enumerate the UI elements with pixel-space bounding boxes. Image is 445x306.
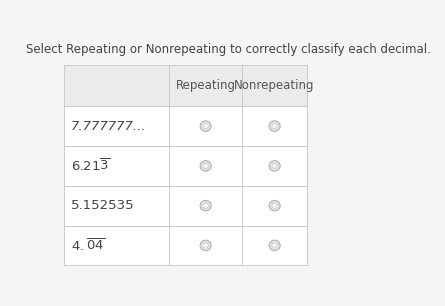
Ellipse shape <box>272 203 277 208</box>
FancyBboxPatch shape <box>64 146 307 186</box>
Ellipse shape <box>269 200 280 211</box>
FancyBboxPatch shape <box>64 65 307 106</box>
Text: 7.777777...: 7.777777... <box>71 120 147 132</box>
Ellipse shape <box>203 124 208 129</box>
Text: Select Repeating or Nonrepeating to correctly classify each decimal.: Select Repeating or Nonrepeating to corr… <box>26 43 430 56</box>
Ellipse shape <box>269 121 280 131</box>
Ellipse shape <box>200 200 211 211</box>
FancyBboxPatch shape <box>64 186 307 226</box>
Ellipse shape <box>269 161 280 171</box>
Text: $6.21\overline{3}$: $6.21\overline{3}$ <box>71 158 110 174</box>
Ellipse shape <box>269 240 280 251</box>
Text: Repeating: Repeating <box>176 79 236 92</box>
Text: $4.\overline{04}$: $4.\overline{04}$ <box>71 237 105 254</box>
Ellipse shape <box>272 124 277 129</box>
Ellipse shape <box>203 203 208 208</box>
Ellipse shape <box>200 240 211 251</box>
Ellipse shape <box>200 121 211 131</box>
Ellipse shape <box>272 243 277 248</box>
Ellipse shape <box>203 243 208 248</box>
Text: Nonrepeating: Nonrepeating <box>235 79 315 92</box>
Text: 5.152535: 5.152535 <box>71 199 135 212</box>
FancyBboxPatch shape <box>64 106 307 146</box>
Ellipse shape <box>272 163 277 169</box>
Ellipse shape <box>203 163 208 169</box>
Ellipse shape <box>200 161 211 171</box>
FancyBboxPatch shape <box>64 226 307 265</box>
